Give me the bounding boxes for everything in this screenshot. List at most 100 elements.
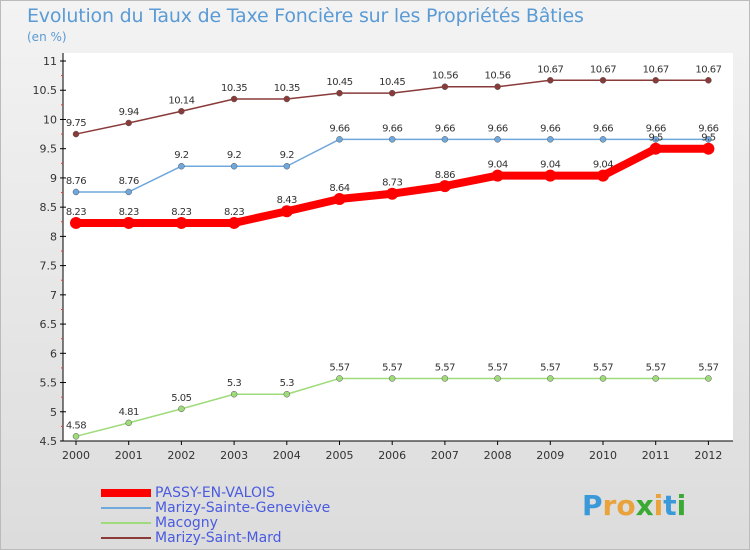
data-label: 9.66 (435, 123, 455, 134)
data-point (178, 162, 185, 170)
y-tick-label: 5 (50, 406, 57, 419)
data-label: 5.57 (646, 362, 666, 373)
data-point (72, 433, 80, 440)
data-point (547, 77, 554, 84)
y-tick-label: 6.5 (40, 318, 58, 331)
data-point (652, 77, 659, 84)
x-tick-label: 2001 (115, 449, 143, 462)
data-point (70, 216, 82, 229)
legend-swatch (101, 507, 151, 509)
y-tick-label: 9 (50, 172, 57, 185)
data-point (438, 180, 451, 193)
data-label: 9.66 (540, 123, 560, 134)
data-label: 8.23 (171, 207, 191, 218)
plot-area (63, 53, 733, 441)
data-label: 10.45 (326, 77, 352, 88)
legend-swatch (101, 537, 151, 539)
data-label: 9.2 (280, 150, 295, 161)
data-label: 5.3 (280, 378, 295, 389)
y-tick-label: 10.5 (33, 84, 58, 97)
data-label: 10.67 (590, 64, 616, 75)
y-tick-label: 7 (50, 289, 57, 302)
logo-letter: o (616, 489, 636, 522)
data-label: 9.04 (593, 160, 613, 171)
data-point (386, 187, 399, 200)
data-point (388, 375, 396, 382)
legend-swatch (101, 522, 151, 524)
data-label: 5.57 (329, 362, 349, 373)
legend-label: Marizy-Sainte-Geneviève (155, 500, 331, 516)
y-axis-unit: (en %) (27, 30, 67, 44)
data-label: 9.2 (227, 150, 242, 161)
legend-label: Marizy-Saint-Mard (155, 530, 282, 546)
data-label: 8.86 (435, 170, 455, 181)
x-tick-label: 2006 (378, 449, 406, 462)
data-label: 10.56 (485, 71, 511, 82)
data-label: 8.23 (66, 207, 86, 218)
data-point (228, 216, 241, 229)
data-point (441, 136, 449, 143)
logo-letter: r (602, 489, 617, 522)
data-point (705, 77, 712, 84)
data-point (336, 375, 343, 382)
data-point (652, 136, 659, 143)
x-tick-label: 2008 (484, 449, 512, 462)
data-label: 9.66 (382, 123, 402, 134)
logo-letter: i (653, 489, 664, 522)
data-label: 10.67 (643, 64, 669, 75)
x-tick-label: 2005 (326, 449, 354, 462)
data-label: 8.23 (119, 207, 139, 218)
logo-letter: t (663, 489, 677, 522)
logo-letter: i (676, 489, 687, 522)
data-point (388, 136, 396, 143)
data-point (125, 119, 132, 127)
data-label: 5.57 (593, 362, 613, 373)
data-label: 9.66 (698, 123, 718, 134)
data-label: 9.66 (487, 123, 507, 134)
data-label: 8.76 (119, 176, 139, 187)
data-point (491, 169, 504, 182)
data-point (72, 130, 80, 138)
data-label: 5.57 (698, 362, 718, 373)
data-point (280, 205, 293, 218)
data-label: 9.94 (119, 107, 139, 118)
data-point (336, 136, 343, 143)
data-point (702, 142, 715, 155)
data-label: 5.57 (540, 362, 560, 373)
data-label: 9.04 (540, 160, 560, 171)
y-tick-label: 8.5 (40, 201, 58, 214)
data-label: 8.73 (382, 178, 402, 189)
data-point (178, 108, 185, 115)
x-tick-label: 2010 (589, 449, 617, 462)
data-point (178, 405, 185, 413)
data-point (547, 136, 554, 143)
y-tick-label: 6 (50, 347, 57, 360)
data-label: 5.57 (382, 362, 402, 373)
data-point (599, 77, 607, 84)
data-label: 5.57 (435, 362, 455, 373)
data-point (494, 83, 501, 90)
data-point (122, 216, 135, 229)
data-point (175, 216, 188, 229)
y-tick-label: 11 (43, 55, 57, 68)
data-point (333, 192, 346, 205)
data-label: 9.5 (648, 133, 663, 144)
data-point (705, 375, 712, 382)
data-label: 5.3 (227, 378, 242, 389)
legend-label: PASSY-EN-VALOIS (155, 485, 275, 501)
chart-title: Evolution du Taux de Taxe Foncière sur l… (27, 5, 584, 27)
data-label: 10.45 (379, 77, 405, 88)
y-tick-label: 7.5 (40, 260, 58, 273)
proxiti-logo: Proxiti (582, 489, 686, 522)
data-point (547, 375, 554, 382)
data-label: 9.04 (487, 160, 507, 171)
data-label: 9.66 (593, 123, 613, 134)
data-label: 8.43 (277, 195, 297, 206)
legend-swatch (101, 489, 151, 497)
data-point (230, 162, 238, 170)
x-tick-label: 2000 (62, 449, 90, 462)
data-label: 8.23 (224, 207, 244, 218)
data-label: 9.5 (701, 133, 716, 144)
data-label: 8.76 (66, 176, 86, 187)
